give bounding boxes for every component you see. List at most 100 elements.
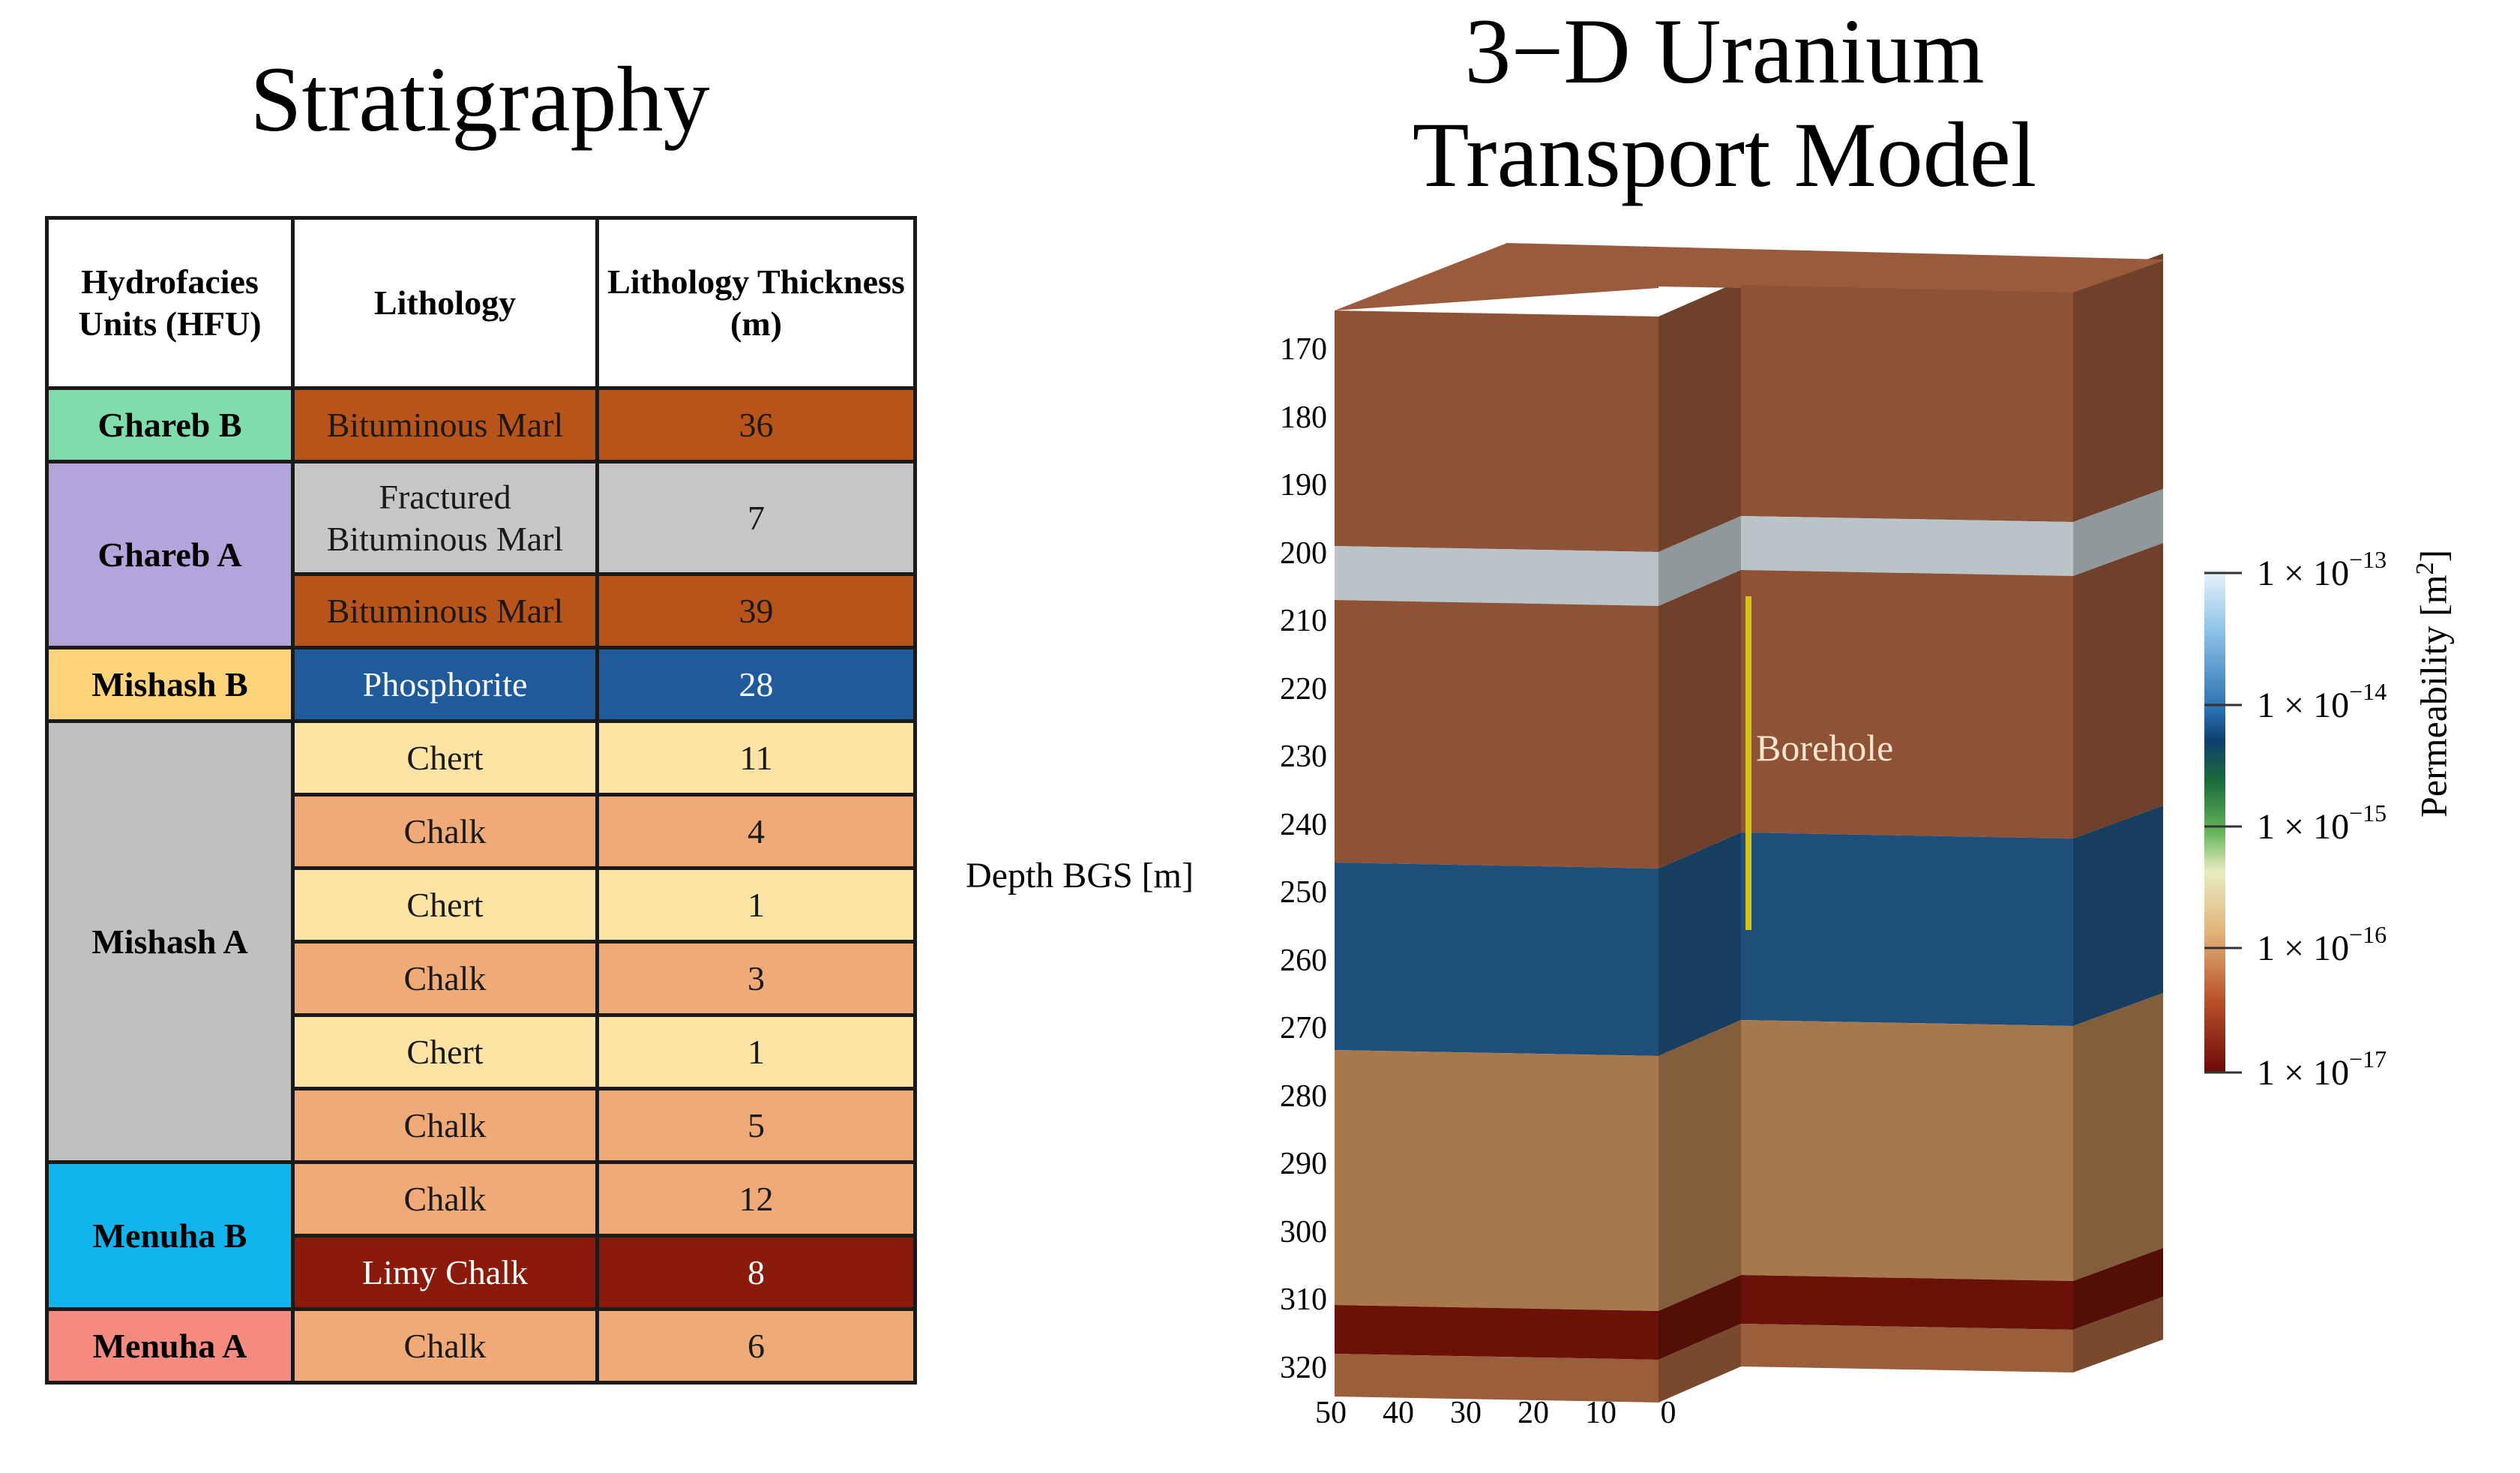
thickness-cell: 28 [595,646,917,723]
lithology-cell: Bituminous Marl [291,572,599,650]
chert-chalk-layer [2073,993,2163,1281]
marl-layer [1335,310,1659,552]
lithology-cell: Chalk [291,940,599,1017]
y-tick-label: 170 [1280,332,1327,367]
lithology-cell: Chalk [291,1087,599,1164]
hfu-cell: Ghareb A [45,460,295,650]
table-row: Chalk 5 [47,1087,917,1164]
phosphorite-layer [1335,862,1659,1056]
chalk-layer [1659,1324,1741,1402]
fractured-marl-layer [1741,516,2073,576]
y-tick-label: 280 [1280,1078,1327,1114]
hfu-cell: Menuha B [45,1160,295,1311]
y-tick-label: 320 [1280,1350,1327,1385]
lithology-cell: Chert [291,719,599,796]
thickness-cell: 11 [595,719,917,796]
table-row: Ghareb A Fractured Bituminous Marl 7 [45,460,917,650]
table-row: Mishash B Phosphorite 28 [45,646,917,723]
hfu-cell: Mishash A [45,719,295,1164]
fractured-marl-layer [1659,516,1741,606]
limy-chalk-layer [1659,1275,1741,1360]
lithology-cell: Phosphorite [291,646,599,723]
phosphorite-layer [1659,832,1741,1056]
table-row: Chert 1 [47,1013,917,1090]
hfu-cell: Ghareb B [45,386,295,464]
thickness-cell: 12 [595,1160,917,1238]
chert-chalk-layer [1659,1020,1741,1311]
chalk-layer [2073,1297,2163,1372]
hfu-cell: Mishash B [45,646,295,723]
thickness-cell: 39 [595,572,917,650]
phosphorite-layer [1741,832,2073,1026]
table-row: Chalk 3 [47,940,917,1017]
table-row: Chert 1 [47,866,917,944]
y-tick-label: 230 [1280,740,1327,774]
colorbar-ticks [2204,572,2242,1074]
marl-layer [1335,600,1659,868]
middle-side-face [1659,280,1741,1402]
thickness-cell: 1 [595,1013,917,1090]
thickness-cell: 8 [595,1234,917,1311]
colorbar-tick-label: 1 × 10−17 [2257,1046,2387,1093]
table-row: Bituminous Marl 39 [47,572,917,650]
limy-chalk-layer [1741,1275,2073,1330]
colorbar-tick-label: 1 × 10−13 [2257,546,2387,593]
limy-chalk-layer [2073,1248,2163,1330]
thickness-cell: 36 [595,386,917,464]
thickness-cell: 5 [595,1087,917,1164]
y-tick-label: 210 [1280,604,1327,638]
chalk-layer [1741,1324,2073,1372]
stratigraphy-table: Hydrofacies Units (HFU) Lithology Lithol… [45,216,917,1384]
lithology-cell: Fractured Bituminous Marl [291,460,599,576]
lithology-cell: Bituminous Marl [291,386,599,464]
marl-layer [2073,254,2163,522]
y-tick-label: 250 [1280,875,1327,910]
header-thickness: Lithology Thickness (m) [595,216,917,390]
colorbar-title: Permeability [m2] [2411,549,2455,818]
table-header-row: Hydrofacies Units (HFU) Lithology Lithol… [45,216,917,390]
lithology-cell: Chert [291,866,599,944]
stratigraphy-title: Stratigraphy [250,48,710,151]
lithology-cell: Chert [291,1013,599,1090]
table-row: Menuha A Chalk 6 [45,1307,917,1384]
marl-layer [1659,570,1741,868]
table-row: Ghareb B Bituminous Marl 36 [45,386,917,464]
chert-chalk-layer [1741,1020,2073,1281]
thickness-cell: 4 [595,793,917,870]
model-title-line2: Transport Model [1412,104,2037,206]
y-tick-label: 270 [1280,1011,1327,1046]
x-tick-label: 40 [1383,1396,1414,1430]
chalk-layer [1335,1354,1659,1402]
header-hfu: Hydrofacies Units (HFU) [45,216,295,390]
y-tick-label: 260 [1280,943,1327,978]
chert-chalk-layer [1335,1050,1659,1311]
front-left-face [1335,310,1659,1402]
colorbar-tick-label: 1 × 10−16 [2257,921,2387,968]
colorbar-tick-label: 1 × 10−14 [2257,678,2387,725]
marl-layer [1659,280,1741,552]
x-tick-label: 30 [1450,1396,1482,1430]
table-row: Mishash A Chert 11 [45,719,917,1164]
y-axis-label: Depth BGS [m] [966,856,1194,896]
x-tick-label: 20 [1518,1396,1549,1430]
phosphorite-layer [2073,806,2163,1026]
limy-chalk-layer [1335,1305,1659,1360]
y-tick-label: 300 [1280,1214,1327,1250]
table-row: Menuha B Chalk 12 [45,1160,917,1311]
thickness-cell: 1 [595,866,917,944]
lithology-cell: Limy Chalk [291,1234,599,1311]
y-tick-label: 180 [1280,400,1327,435]
marl-layer [2073,543,2163,838]
front-right-face [1741,280,2073,1372]
table-row: Chalk 4 [47,793,917,870]
y-tick-label: 290 [1280,1147,1327,1181]
model-title-line1: 3−D Uranium [1464,0,1985,103]
y-tick-label: 240 [1280,807,1327,842]
thickness-cell: 6 [595,1307,917,1384]
y-tick-label: 220 [1280,671,1327,706]
marl-layer [1741,570,2073,838]
lithology-cell: Chalk [291,1160,599,1238]
table-row: Limy Chalk 8 [47,1234,917,1311]
colorbar-tick-label: 1 × 10−15 [2257,800,2387,847]
